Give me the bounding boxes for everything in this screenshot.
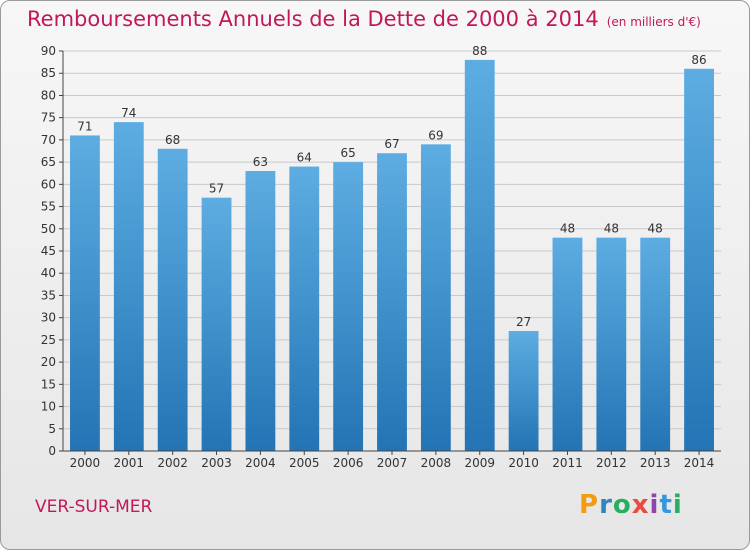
proxiti-logo: Proxiti: [579, 490, 683, 520]
x-tick-label: 2009: [464, 456, 495, 470]
y-axis-ticks: 0 5 10 15 20 25 30 35 40 45 50 55 60 65 70 75 80 85 90: [41, 44, 63, 458]
x-tick-label: 2010: [508, 456, 539, 470]
y-tick-label: 35: [41, 288, 56, 302]
bar: [245, 171, 276, 451]
bar: [70, 135, 100, 451]
bar: [289, 166, 320, 452]
x-tick-label: 2013: [640, 456, 671, 470]
x-tick-label: 2008: [421, 456, 452, 470]
x-tick-label: 2004: [245, 456, 276, 470]
x-tick-label: 2005: [289, 456, 320, 470]
chart-title: Remboursements Annuels de la Dette de 20…: [27, 7, 701, 31]
bar: [113, 122, 144, 451]
unit-label: (en milliers d'€): [606, 15, 701, 29]
bar: [377, 153, 407, 451]
x-tick-label: 2000: [70, 456, 101, 470]
y-tick-label: 80: [41, 88, 56, 102]
y-tick-label: 10: [41, 400, 56, 414]
x-tick-label: 2014: [684, 456, 715, 470]
x-tick-label: 2002: [157, 456, 188, 470]
bars: [70, 59, 714, 452]
y-tick-label: 0: [48, 444, 56, 458]
bar-value-label: 48: [604, 222, 619, 236]
x-tick-label: 2011: [552, 456, 583, 470]
y-tick-label: 55: [41, 200, 56, 214]
y-tick-label: 70: [41, 133, 56, 147]
bar-value-label: 69: [428, 128, 443, 142]
bar-value-label: 74: [121, 106, 136, 120]
y-tick-label: 40: [41, 266, 56, 280]
y-tick-label: 85: [41, 66, 56, 80]
bar: [552, 237, 583, 451]
bar: [640, 237, 671, 451]
bar: [464, 59, 495, 452]
y-tick-label: 20: [41, 355, 56, 369]
y-tick-label: 60: [41, 177, 56, 191]
bar-value-label: 71: [77, 119, 92, 133]
y-tick-label: 65: [41, 155, 56, 169]
bar: [333, 162, 364, 451]
bar-value-label: 68: [165, 133, 180, 147]
x-axis-ticks: 2000 2001 2002 2003 2004 2005 2006 2007 2008 2009…: [70, 451, 715, 470]
bar-value-label: 67: [384, 137, 399, 151]
bar: [684, 68, 714, 452]
bar-value-label: 64: [297, 151, 312, 165]
bar: [508, 331, 539, 451]
x-tick-label: 2012: [596, 456, 627, 470]
x-tick-label: 2003: [201, 456, 232, 470]
bar-value-label: 63: [253, 155, 268, 169]
bar-value-label: 86: [691, 53, 706, 67]
bar: [201, 197, 232, 451]
value-labels: 71 74 68 57 63 64 65 67 69 88 27 48 48 48 86: [77, 44, 706, 329]
y-tick-label: 5: [48, 422, 56, 436]
bar-value-label: 27: [516, 315, 531, 329]
bar: [420, 144, 451, 452]
y-tick-label: 75: [41, 111, 56, 125]
y-tick-label: 90: [41, 44, 56, 58]
x-tick-label: 2007: [377, 456, 408, 470]
y-tick-label: 50: [41, 222, 56, 236]
bar-value-label: 48: [648, 222, 663, 236]
title-text: Remboursements Annuels de la Dette de 20…: [27, 7, 599, 31]
bar-value-label: 48: [560, 222, 575, 236]
bar-value-label: 57: [209, 182, 224, 196]
y-tick-label: 15: [41, 377, 56, 391]
x-tick-label: 2006: [333, 456, 364, 470]
y-tick-label: 25: [41, 333, 56, 347]
bar: [157, 148, 188, 451]
y-tick-label: 45: [41, 244, 56, 258]
bar-value-label: 88: [472, 44, 487, 58]
y-tick-label: 30: [41, 311, 56, 325]
bar: [596, 237, 627, 451]
x-tick-label: 2001: [114, 456, 145, 470]
bar-value-label: 65: [340, 146, 355, 160]
commune-name: VER-SUR-MER: [35, 497, 153, 517]
